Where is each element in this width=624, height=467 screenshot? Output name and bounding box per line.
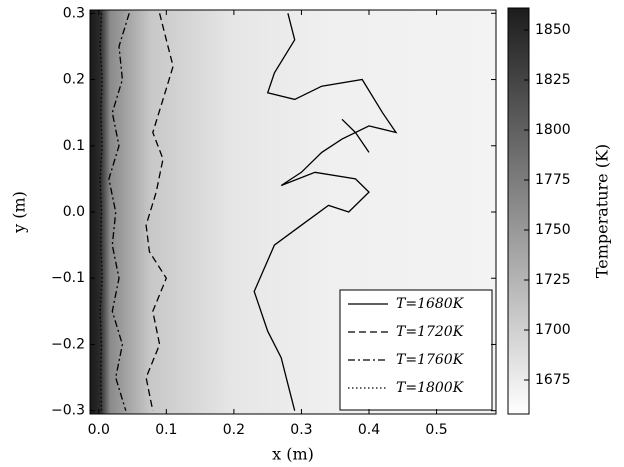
colorbar-tick-label: 1850 <box>535 22 571 38</box>
y-tick-label: −0.3 <box>51 403 85 419</box>
colorbar-tick-label: 1775 <box>535 172 571 188</box>
x-tick-label: 0.0 <box>88 422 110 438</box>
x-tick-label: 0.2 <box>223 422 245 438</box>
contour-line <box>253 13 398 411</box>
colorbar-tick-label: 1675 <box>535 372 571 388</box>
contour-line <box>108 13 130 411</box>
colorbar-tick-label: 1825 <box>535 72 571 88</box>
colorbar <box>507 7 530 415</box>
y-tick-label: 0.3 <box>63 5 85 21</box>
x-tick-label: 0.3 <box>290 422 312 438</box>
y-tick-label: −0.2 <box>51 336 85 352</box>
y-tick-label: −0.1 <box>51 270 85 286</box>
y-tick-label: 0.1 <box>63 138 85 154</box>
legend-label: T=1680K <box>396 296 465 312</box>
x-tick-label: 0.5 <box>425 422 447 438</box>
contour-line <box>145 13 174 411</box>
colorbar-tick-label: 1725 <box>535 272 571 288</box>
colorbar-tick-label: 1700 <box>535 322 571 338</box>
x-axis-label: x (m) <box>272 445 314 464</box>
y-axis-label: y (m) <box>10 191 29 234</box>
x-tick-label: 0.1 <box>155 422 177 438</box>
x-tick-label: 0.4 <box>358 422 380 438</box>
y-tick-label: 0.0 <box>63 204 85 220</box>
legend-label: T=1760K <box>396 352 465 368</box>
legend-label: T=1720K <box>396 324 465 340</box>
legend <box>339 289 493 411</box>
legend-label: T=1800K <box>396 380 465 396</box>
y-tick-label: 0.2 <box>63 72 85 88</box>
colorbar-tick-label: 1750 <box>535 222 571 238</box>
colorbar-tick-label: 1800 <box>535 122 571 138</box>
colorbar-label: Temperature (K) <box>593 144 612 278</box>
